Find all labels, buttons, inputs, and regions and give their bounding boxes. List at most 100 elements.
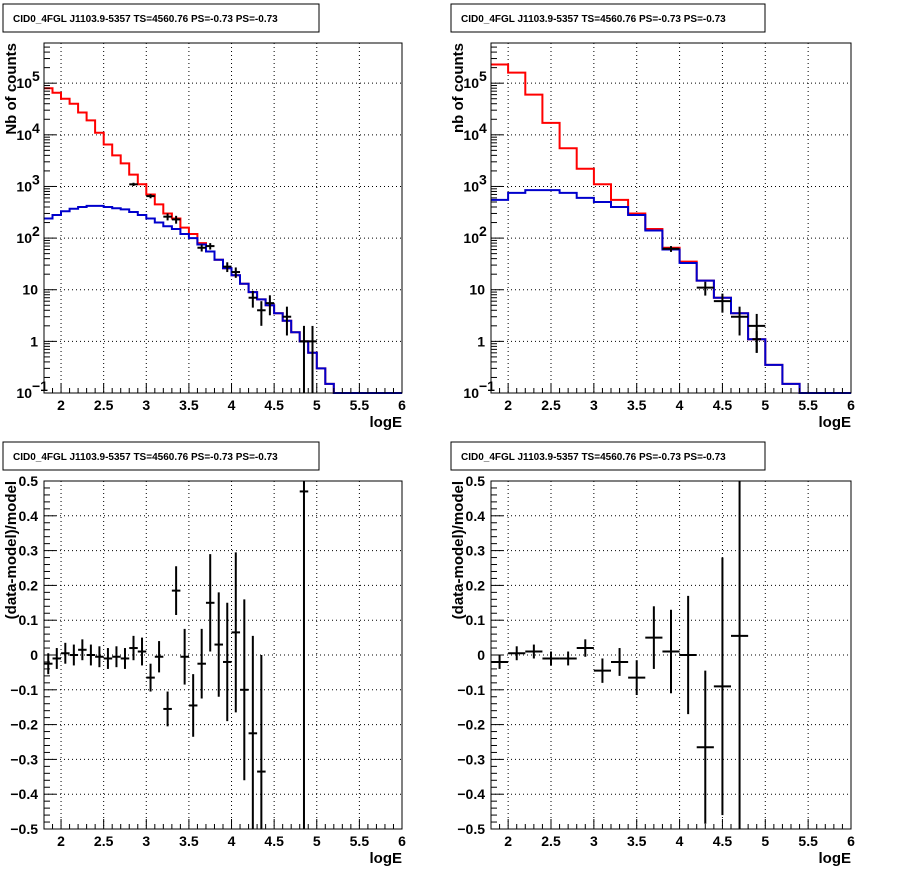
x-tick-label: 4 <box>676 397 684 413</box>
x-tick-label: 2.5 <box>541 397 561 413</box>
y-tick-label: 0.3 <box>19 543 39 559</box>
chart-title: CID0_4FGL J1103.9-5357 TS=4560.76 PS=-0.… <box>13 14 278 25</box>
y-tick-label: 1 <box>30 333 38 349</box>
chart-title: CID0_4FGL J1103.9-5357 TS=4560.76 PS=-0.… <box>461 14 726 25</box>
x-tick-label: 5 <box>313 833 321 849</box>
x-tick-label: 3.5 <box>627 833 647 849</box>
y-tick-exponent: −1 <box>479 378 495 394</box>
y-tick-label: 10 <box>463 178 479 194</box>
x-tick-label: 6 <box>398 397 406 413</box>
y-tick-label: 1 <box>477 333 485 349</box>
y-tick-exponent: −1 <box>32 378 48 394</box>
y-tick-label: −0.4 <box>10 786 38 802</box>
y-tick-exponent: 2 <box>479 223 487 239</box>
y-tick-label: 10 <box>16 178 32 194</box>
y-tick-label: −0.3 <box>10 751 38 767</box>
y-tick-label: 0.1 <box>466 612 486 628</box>
x-tick-label: 5.5 <box>798 833 818 849</box>
y-tick-label: 0.2 <box>466 577 486 593</box>
x-tick-label: 6 <box>398 833 406 849</box>
x-tick-label: 6 <box>847 397 855 413</box>
y-tick-label: −0.1 <box>10 682 38 698</box>
y-tick-label: 0.4 <box>466 508 486 524</box>
x-tick-label: 3.5 <box>179 397 199 413</box>
x-tick-label: 5 <box>761 833 769 849</box>
chart-title: CID0_4FGL J1103.9-5357 TS=4560.76 PS=-0.… <box>461 452 726 463</box>
chart-title-box <box>2 3 320 33</box>
y-tick-label: 10 <box>16 127 32 143</box>
y-tick-label: 0.2 <box>19 577 39 593</box>
x-tick-label: 3.5 <box>627 397 647 413</box>
x-tick-label: 2.5 <box>541 833 561 849</box>
y-tick-label: −0.2 <box>457 717 485 733</box>
plot-frame <box>43 42 403 394</box>
x-tick-label: 2 <box>504 397 512 413</box>
y-tick-label: −0.2 <box>10 717 38 733</box>
y-tick-label: −0.1 <box>457 682 485 698</box>
y-tick-label: 0.3 <box>466 543 486 559</box>
y-tick-exponent: 4 <box>479 120 487 136</box>
y-tick-label: 10 <box>16 230 32 246</box>
chart-panel-bottom-right: 2 2.5 3 3.5 4 4.5 5 5.5 6 −0.5 −0.4 −0.3 −0.2 −0.1 0 0.… <box>450 441 855 867</box>
x-axis-label: logE <box>370 414 403 431</box>
y-axis-label: Nb of counts <box>3 43 20 135</box>
x-tick-label: 5.5 <box>350 833 370 849</box>
chart-title-box <box>2 441 320 471</box>
y-axis-label: (data-model)/model <box>3 481 20 619</box>
y-tick-exponent: 3 <box>479 171 487 187</box>
x-tick-label: 5 <box>761 397 769 413</box>
x-axis-label: logE <box>819 850 852 867</box>
chart-title-box <box>450 3 766 33</box>
x-tick-label: 4 <box>228 397 236 413</box>
y-tick-label: 10 <box>469 282 485 298</box>
x-tick-label: 5.5 <box>798 397 818 413</box>
y-tick-label: 10 <box>16 385 32 401</box>
y-tick-label: 0 <box>30 647 38 663</box>
x-tick-label: 3 <box>142 833 150 849</box>
x-axis-label: logE <box>370 850 403 867</box>
x-tick-label: 4.5 <box>264 397 284 413</box>
x-tick-label: 5.5 <box>350 397 370 413</box>
histogram-series-1 <box>44 204 402 394</box>
y-tick-exponent: 4 <box>32 120 40 136</box>
x-tick-label: 5 <box>313 397 321 413</box>
x-axis-label: logE <box>819 414 852 431</box>
x-tick-label: 2.5 <box>94 397 114 413</box>
x-tick-label: 2.5 <box>94 833 114 849</box>
histogram-series-0 <box>44 87 402 394</box>
y-tick-label: −0.5 <box>457 821 485 837</box>
x-tick-label: 4 <box>228 833 236 849</box>
x-tick-label: 4 <box>676 833 684 849</box>
y-tick-label: −0.5 <box>10 821 38 837</box>
y-tick-label: 10 <box>16 75 32 91</box>
y-tick-label: 10 <box>463 127 479 143</box>
y-tick-label: 0.4 <box>19 508 39 524</box>
y-tick-label: 0.5 <box>466 473 486 489</box>
x-tick-label: 2 <box>57 397 65 413</box>
histogram-series-0 <box>491 63 851 394</box>
x-tick-label: 4.5 <box>264 833 284 849</box>
x-tick-label: 4.5 <box>713 397 733 413</box>
y-tick-exponent: 5 <box>32 68 40 84</box>
x-tick-label: 4.5 <box>713 833 733 849</box>
y-tick-label: 0 <box>477 647 485 663</box>
x-tick-label: 3.5 <box>179 833 199 849</box>
y-tick-label: 10 <box>463 75 479 91</box>
y-tick-label: 10 <box>463 230 479 246</box>
y-axis-label: nb of counts <box>450 43 467 133</box>
x-tick-label: 3 <box>590 833 598 849</box>
x-tick-label: 3 <box>590 397 598 413</box>
y-tick-label: 0.5 <box>19 473 39 489</box>
chart-panel-bottom-left: 2 2.5 3 3.5 4 4.5 5 5.5 6 −0.5 −0.4 −0.3 −0.2 −0.1 0 0.… <box>2 441 406 867</box>
y-tick-exponent: 5 <box>479 68 487 84</box>
y-tick-label: 10 <box>463 385 479 401</box>
y-axis-label: (data-model)/model <box>450 481 467 619</box>
plot-frame <box>490 42 852 394</box>
x-tick-label: 2 <box>504 833 512 849</box>
chart-title: CID0_4FGL J1103.9-5357 TS=4560.76 PS=-0.… <box>13 452 278 463</box>
histogram-series-1 <box>491 189 851 394</box>
y-tick-label: −0.3 <box>457 751 485 767</box>
